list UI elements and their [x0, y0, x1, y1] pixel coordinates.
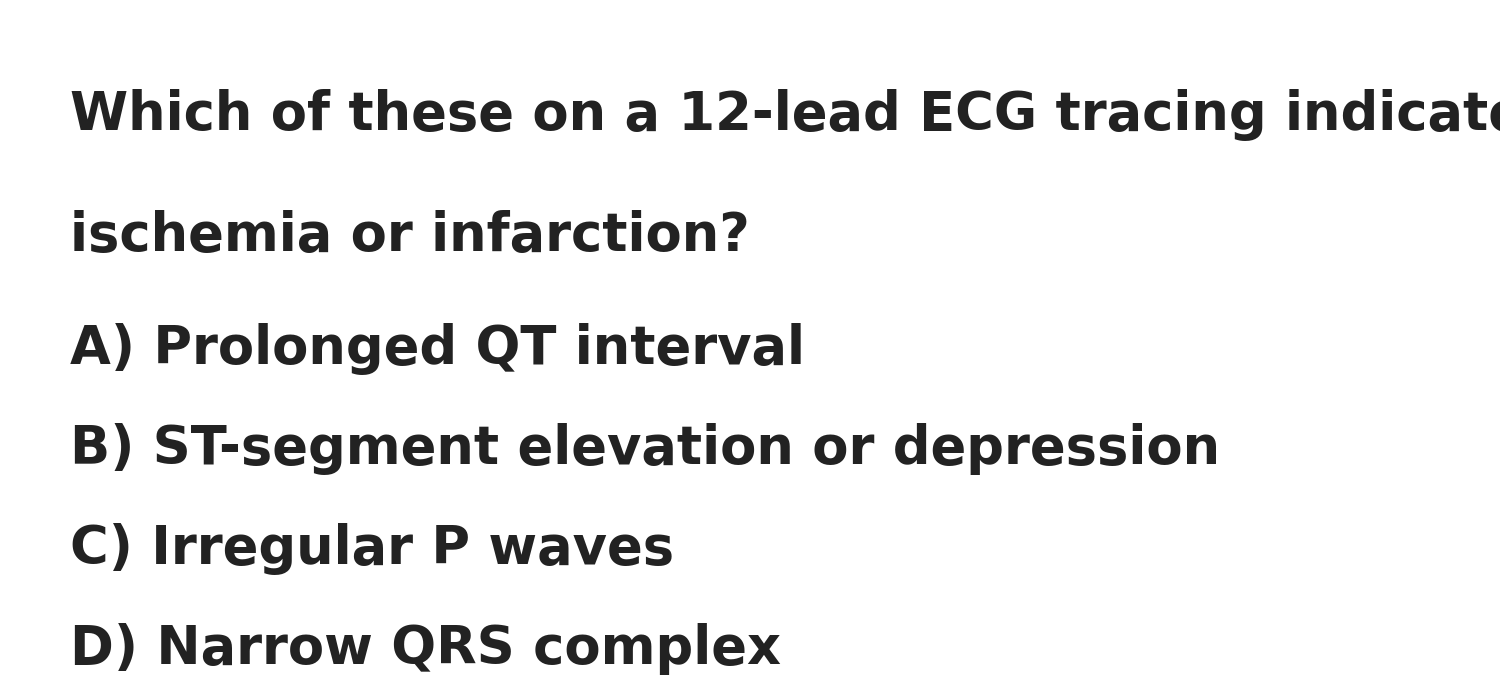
Text: Which of these on a 12-lead ECG tracing indicates: Which of these on a 12-lead ECG tracing …	[70, 89, 1500, 142]
Text: C) Irregular P waves: C) Irregular P waves	[70, 523, 675, 575]
Text: A) Prolonged QT interval: A) Prolonged QT interval	[70, 323, 806, 376]
Text: D) Narrow QRS complex: D) Narrow QRS complex	[70, 623, 782, 675]
Text: B) ST-segment elevation or depression: B) ST-segment elevation or depression	[70, 423, 1221, 475]
Text: ischemia or infarction?: ischemia or infarction?	[70, 210, 750, 262]
